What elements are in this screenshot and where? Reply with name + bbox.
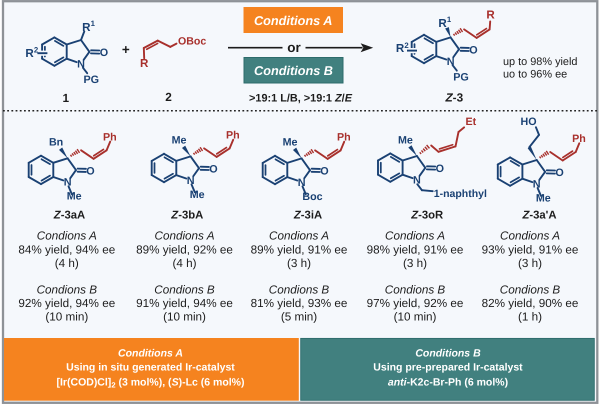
- svg-text:Bn: Bn: [49, 137, 63, 149]
- svg-text:Using pre-prepared Ir-catalyst: Using pre-prepared Ir-catalyst: [373, 362, 523, 374]
- svg-text:+: +: [122, 42, 130, 57]
- svg-text:N: N: [533, 178, 541, 190]
- svg-text:(3 h): (3 h): [287, 257, 311, 270]
- svg-text:(5 min): (5 min): [281, 311, 317, 324]
- svg-text:Condions A: Condions A: [155, 230, 215, 243]
- svg-text:OBoc: OBoc: [178, 36, 206, 48]
- svg-text:Ph: Ph: [226, 130, 240, 142]
- svg-text:97% yield, 92% ee: 97% yield, 92% ee: [367, 297, 464, 310]
- svg-text:Condions A: Condions A: [269, 230, 329, 243]
- svg-text:Me: Me: [536, 192, 551, 204]
- svg-text:(1 h): (1 h): [518, 311, 542, 324]
- svg-text:92% yield, 94% ee: 92% yield, 94% ee: [18, 297, 115, 310]
- svg-text:2: 2: [34, 45, 39, 54]
- svg-text:PG: PG: [453, 72, 469, 84]
- svg-text:Me: Me: [283, 137, 298, 149]
- svg-text:Z-3iA: Z-3iA: [293, 209, 322, 221]
- svg-text:Et: Et: [466, 116, 477, 128]
- svg-text:1-naphthyl: 1-naphthyl: [434, 188, 487, 200]
- svg-text:1: 1: [63, 91, 70, 105]
- svg-text:Condions A: Condions A: [385, 230, 445, 243]
- svg-text:Conditions A: Conditions A: [118, 347, 183, 359]
- svg-text:(4 h): (4 h): [172, 257, 196, 270]
- svg-text:>19:1 L/B, >19:1 Z/E: >19:1 L/B, >19:1 Z/E: [249, 93, 353, 105]
- svg-text:R: R: [486, 9, 495, 22]
- svg-text:1: 1: [91, 19, 96, 28]
- svg-text:Z-3bA: Z-3bA: [170, 209, 203, 221]
- svg-text:Me: Me: [67, 191, 82, 203]
- svg-text:O: O: [320, 165, 328, 177]
- svg-text:89% yield, 92% ee: 89% yield, 92% ee: [136, 243, 233, 256]
- svg-text:81% yield, 93% ee: 81% yield, 93% ee: [251, 297, 348, 310]
- svg-text:(3 h): (3 h): [518, 257, 542, 270]
- svg-text:N: N: [64, 177, 72, 189]
- svg-text:PG: PG: [83, 74, 99, 86]
- svg-text:93% yield, 91% ee: 93% yield, 91% ee: [482, 243, 579, 256]
- svg-text:O: O: [86, 165, 94, 177]
- svg-text:Conditions B: Conditions B: [415, 347, 481, 359]
- svg-text:82% yield, 90% ee: 82% yield, 90% ee: [482, 297, 579, 310]
- svg-text:Ph: Ph: [572, 133, 586, 145]
- svg-text:[Ir(COD)Cl]2 (3 mol%), (S)-Lc: [Ir(COD)Cl]2 (3 mol%), (S)-Lc (6 mol%): [56, 376, 244, 389]
- svg-text:Z-3: Z-3: [444, 91, 463, 105]
- svg-text:up to 98% yield: up to 98% yield: [503, 56, 577, 68]
- svg-text:Condions A: Condions A: [500, 230, 560, 243]
- svg-text:Boc: Boc: [302, 191, 322, 203]
- svg-text:Z-3aA: Z-3aA: [53, 209, 85, 221]
- svg-text:Condions B: Condions B: [269, 283, 330, 296]
- svg-text:91% yield, 94% ee: 91% yield, 94% ee: [136, 297, 233, 310]
- svg-text:Me: Me: [172, 135, 187, 147]
- svg-text:98% yield, 91% ee: 98% yield, 91% ee: [367, 243, 464, 256]
- svg-text:O: O: [555, 167, 563, 179]
- svg-text:84% yield, 94% ee: 84% yield, 94% ee: [18, 243, 115, 256]
- svg-text:Condions B: Condions B: [500, 283, 561, 296]
- svg-text:(4 h): (4 h): [55, 257, 79, 270]
- svg-text:Condions A: Condions A: [37, 230, 97, 243]
- svg-text:N: N: [187, 175, 195, 187]
- svg-text:uo to 96% ee: uo to 96% ee: [503, 68, 567, 80]
- svg-text:Z-3oR: Z-3oR: [410, 209, 443, 221]
- svg-text:Me: Me: [190, 189, 205, 201]
- svg-text:Conditions B: Conditions B: [254, 64, 333, 78]
- svg-text:Ph: Ph: [103, 132, 117, 144]
- svg-text:O: O: [436, 163, 444, 175]
- svg-text:Using in situ generated Ir-cat: Using in situ generated Ir-catalyst: [66, 362, 235, 374]
- svg-text:(10 min): (10 min): [163, 311, 206, 324]
- svg-text:(10 min): (10 min): [394, 311, 437, 324]
- svg-text:O: O: [209, 163, 217, 175]
- svg-text:Ph: Ph: [337, 132, 351, 144]
- svg-text:HO: HO: [520, 116, 536, 128]
- svg-text:2: 2: [404, 41, 409, 50]
- svg-text:2: 2: [165, 90, 172, 104]
- svg-text:(3 h): (3 h): [403, 257, 427, 270]
- svg-text:or: or: [287, 40, 301, 55]
- svg-text:O: O: [100, 47, 108, 59]
- svg-text:89% yield, 91% ee: 89% yield, 91% ee: [251, 243, 348, 256]
- svg-text:1: 1: [447, 15, 452, 24]
- svg-text:Condions B: Condions B: [385, 283, 446, 296]
- svg-text:Condions B: Condions B: [154, 283, 215, 296]
- svg-text:Conditions A: Conditions A: [254, 14, 332, 28]
- svg-text:N: N: [298, 177, 306, 189]
- svg-text:Z-3a'A: Z-3a'A: [521, 209, 556, 221]
- svg-text:Condions B: Condions B: [37, 283, 98, 296]
- svg-text:(10 min): (10 min): [45, 311, 88, 324]
- svg-text:anti-K2c-Br-Ph (6 mol%): anti-K2c-Br-Ph (6 mol%): [388, 376, 508, 388]
- svg-text:Me: Me: [398, 134, 413, 146]
- svg-text:O: O: [469, 44, 477, 56]
